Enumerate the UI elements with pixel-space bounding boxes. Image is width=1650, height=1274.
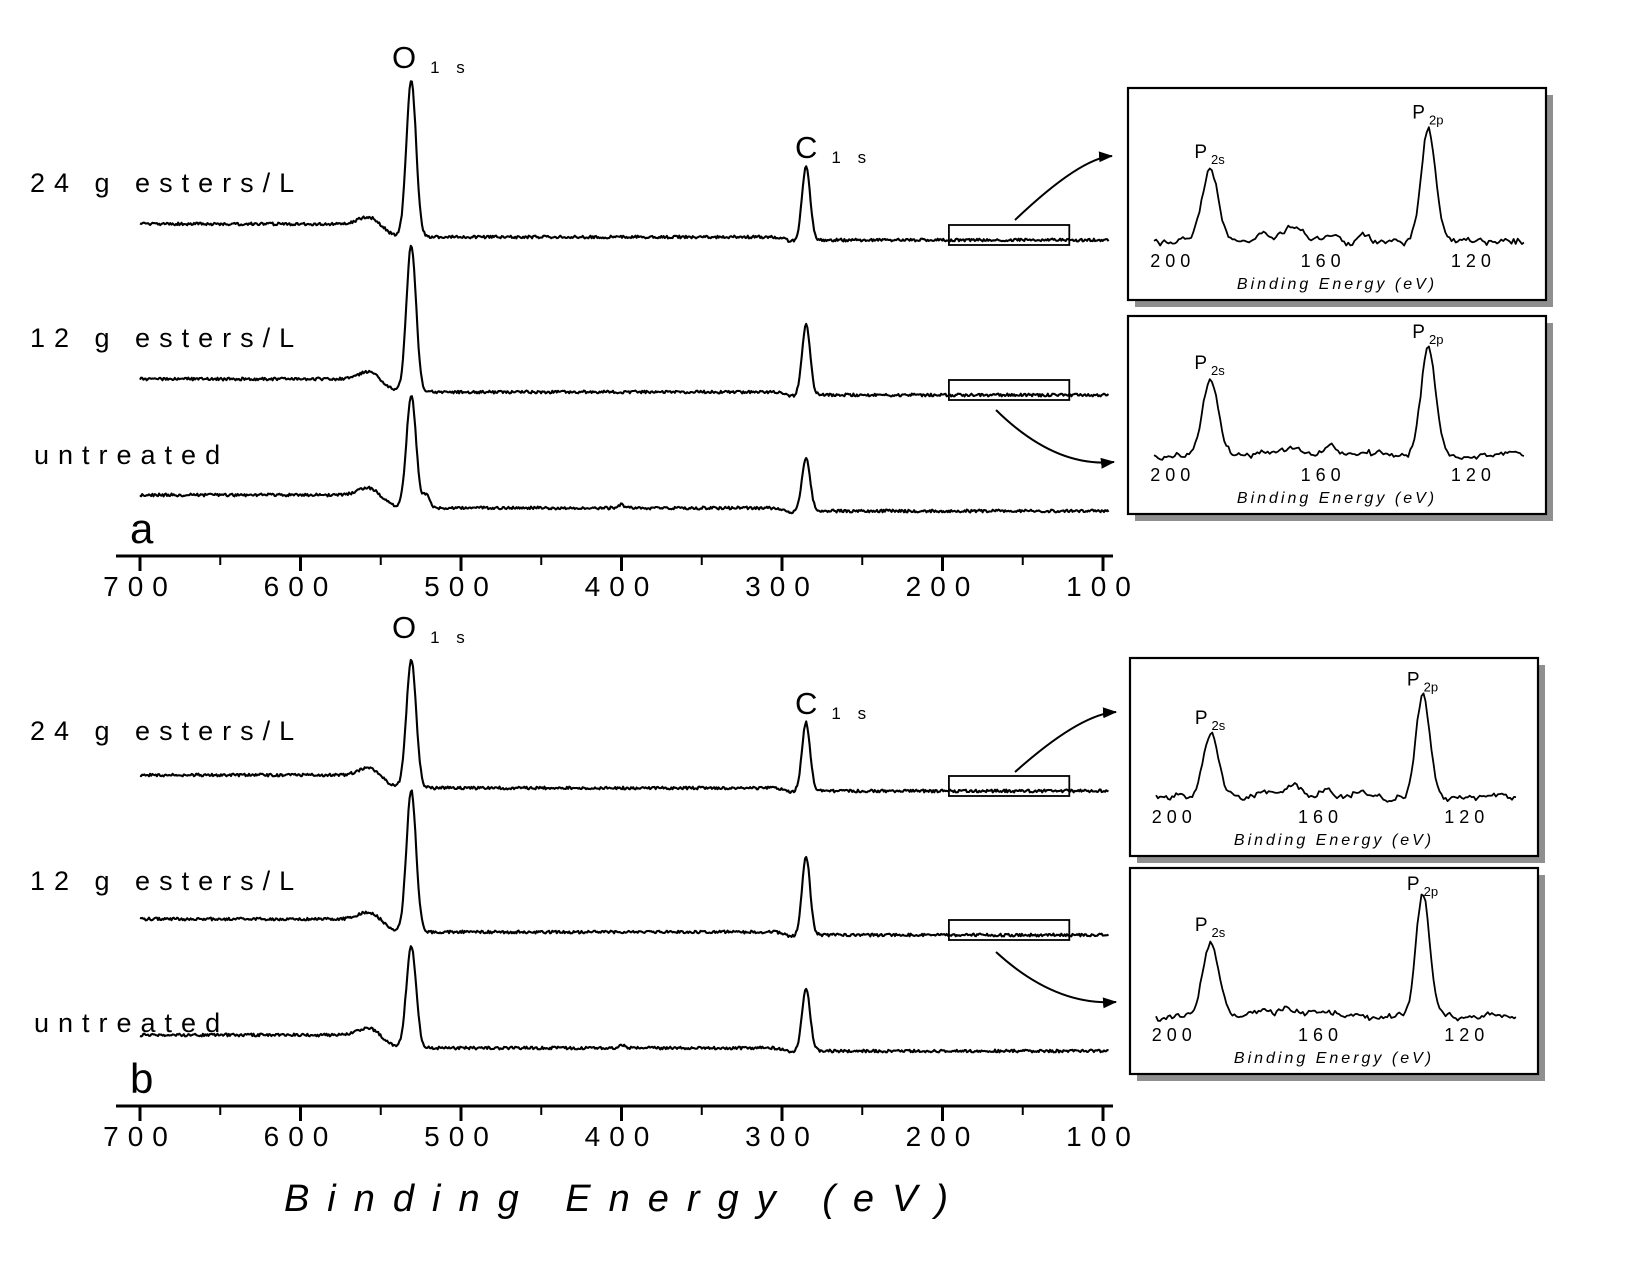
element-symbol: C bbox=[795, 130, 820, 165]
orbital-label: 1 s bbox=[430, 58, 471, 77]
orbital-label: 1 s bbox=[430, 628, 471, 647]
x-axis-tick-label: 100 bbox=[1066, 571, 1140, 602]
inset-tick-label: 200 bbox=[1150, 465, 1195, 485]
x-axis-tick-label: 700 bbox=[103, 571, 177, 602]
inset-tick-label: 160 bbox=[1298, 1025, 1343, 1045]
x-axis-tick-label: 300 bbox=[745, 1121, 819, 1152]
zoom-region-box bbox=[948, 224, 1071, 246]
zoom-callout-arrow bbox=[1014, 151, 1113, 221]
inset-spectrum-trace bbox=[1153, 345, 1525, 461]
x-axis-tick-label: 200 bbox=[906, 1121, 980, 1152]
panel-letter-b: b bbox=[130, 1055, 154, 1102]
spectrum-trace-12-g-esters-l bbox=[139, 789, 1109, 938]
inset-tick-label: 120 bbox=[1444, 1025, 1489, 1045]
inset-peak-label: P 2s bbox=[1194, 142, 1225, 167]
inset-peak-label: P 2p bbox=[1407, 670, 1438, 695]
zoom-callout-arrow bbox=[995, 409, 1115, 469]
x-axis-tick-label: 300 bbox=[745, 571, 819, 602]
x-axis-tick-label: 200 bbox=[906, 571, 980, 602]
x-axis-tick-label: 500 bbox=[424, 571, 498, 602]
zoom-callout-arrow bbox=[995, 951, 1117, 1009]
inset-peak-label: P 2s bbox=[1195, 708, 1226, 733]
element-symbol: O bbox=[392, 40, 419, 75]
panel-letter-a: a bbox=[130, 505, 154, 552]
peak-annotation-a-c1s: C 1 s bbox=[795, 130, 873, 167]
inset-tick-label: 200 bbox=[1152, 1025, 1197, 1045]
series-label-a-untreated: untreated bbox=[34, 440, 230, 470]
inset-spectrum-trace bbox=[1155, 893, 1517, 1022]
inset-tick-label: 160 bbox=[1301, 251, 1346, 271]
inset-tick-label: 120 bbox=[1444, 807, 1489, 827]
x-axis-tick-label: 600 bbox=[264, 571, 338, 602]
inset-peak-label: P 2p bbox=[1407, 874, 1438, 899]
inset-tick-label: 160 bbox=[1298, 807, 1343, 827]
inset-axis-label: Binding Energy (eV) bbox=[1234, 832, 1434, 849]
x-axis-tick-label: 400 bbox=[585, 571, 659, 602]
series-label-b-12g: 12 g esters/L bbox=[30, 866, 304, 896]
series-label-a-24g: 24 g esters/L bbox=[30, 168, 304, 198]
inset-tick-label: 120 bbox=[1451, 251, 1496, 271]
orbital-label: 1 s bbox=[831, 148, 873, 167]
zoom-region-box bbox=[948, 775, 1071, 797]
inset-tick-label: 200 bbox=[1150, 251, 1195, 271]
series-label-b-untreated: untreated bbox=[34, 1008, 230, 1038]
inset-tick-label: 200 bbox=[1152, 807, 1197, 827]
inset-plot-frame bbox=[1126, 86, 1548, 302]
inset-plot-frame bbox=[1128, 866, 1540, 1076]
spectrum-trace-12-g-esters-l bbox=[139, 244, 1110, 398]
inset-plot-frame bbox=[1126, 314, 1548, 516]
peak-annotation-b-c1s: C 1 s bbox=[795, 686, 873, 723]
element-symbol: O bbox=[392, 610, 419, 645]
inset-spectrum-trace bbox=[1155, 692, 1517, 803]
orbital-label: 1 s bbox=[831, 704, 873, 723]
peak-annotation-b-o1s: O 1 s bbox=[392, 610, 471, 647]
zoom-region-box bbox=[948, 919, 1071, 941]
x-axis-title: Binding Energy (eV) bbox=[283, 1178, 967, 1220]
inset-tick-label: 120 bbox=[1451, 465, 1496, 485]
inset-plot-frame bbox=[1128, 656, 1540, 858]
x-axis-tick-label: 400 bbox=[585, 1121, 659, 1152]
inset-peak-label: P 2s bbox=[1195, 915, 1226, 940]
series-label-b-24g: 24 g esters/L bbox=[30, 716, 304, 746]
peak-annotation-a-o1s: O 1 s bbox=[392, 40, 471, 77]
inset-peak-label: P 2s bbox=[1194, 353, 1225, 378]
spectrum-trace-untreated bbox=[139, 945, 1109, 1054]
x-axis-tick-label: 100 bbox=[1066, 1121, 1140, 1152]
inset-peak-label: P 2p bbox=[1412, 102, 1443, 127]
inset-tick-label: 160 bbox=[1301, 465, 1346, 485]
inset-axis-label: Binding Energy (eV) bbox=[1237, 276, 1437, 293]
inset-axis-label: Binding Energy (eV) bbox=[1234, 1050, 1434, 1067]
element-symbol: C bbox=[795, 686, 820, 721]
zoom-callout-arrow bbox=[1014, 707, 1117, 773]
spectrum-trace-untreated bbox=[139, 395, 1110, 515]
x-axis-tick-label: 600 bbox=[264, 1121, 338, 1152]
spectrum-trace-24-g-esters-l bbox=[139, 80, 1110, 243]
x-axis-tick-label: 500 bbox=[424, 1121, 498, 1152]
series-label-a-12g: 12 g esters/L bbox=[30, 323, 304, 353]
inset-axis-label: Binding Energy (eV) bbox=[1237, 490, 1437, 507]
zoom-region-box bbox=[948, 379, 1071, 401]
inset-peak-label: P 2p bbox=[1412, 322, 1443, 347]
spectrum-trace-24-g-esters-l bbox=[139, 658, 1109, 794]
inset-spectrum-trace bbox=[1153, 126, 1525, 247]
x-axis-tick-label: 700 bbox=[103, 1121, 177, 1152]
